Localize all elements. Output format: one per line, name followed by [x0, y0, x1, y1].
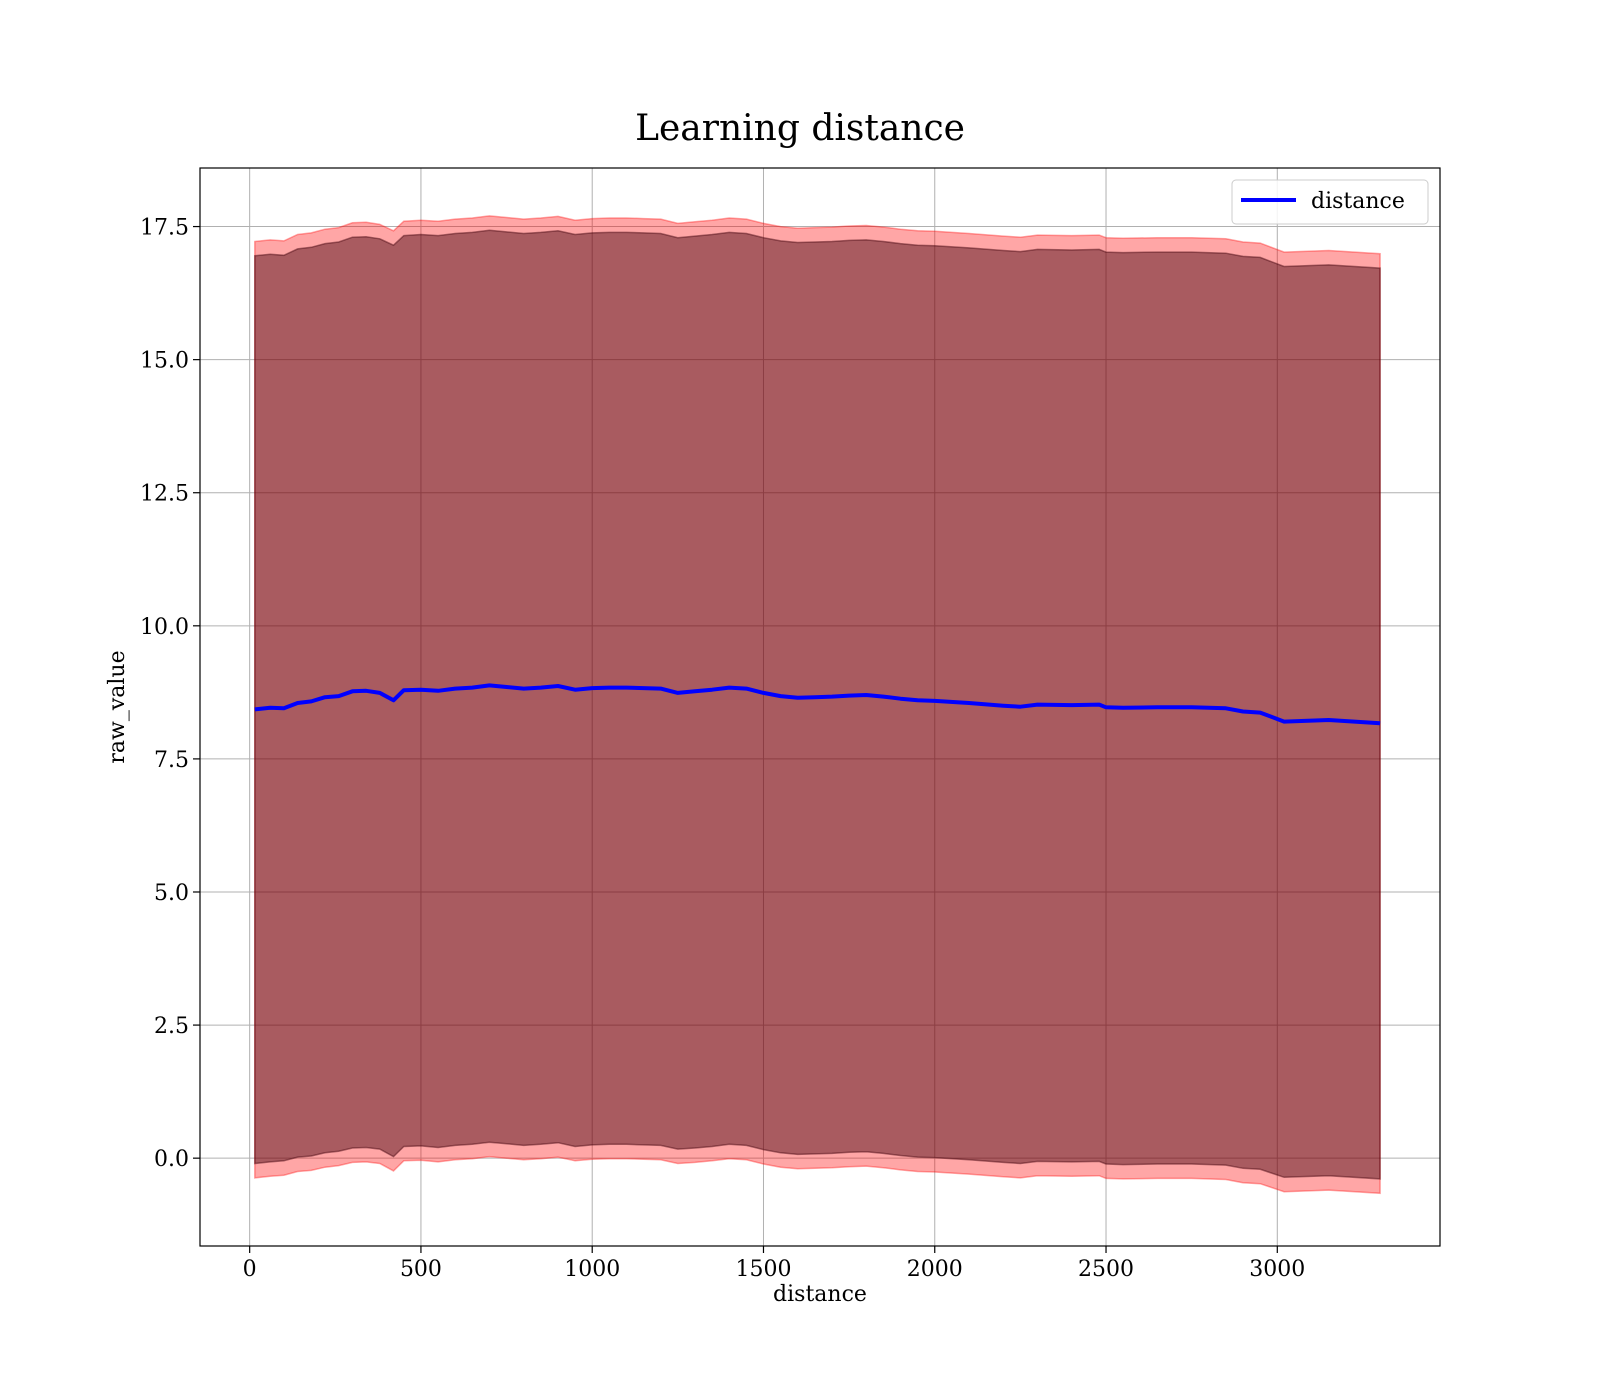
y-tick-label: 0.0 [154, 1147, 189, 1172]
legend-label-distance: distance [1311, 189, 1405, 214]
gridlines [200, 168, 1440, 1246]
y-tick-label: 7.5 [154, 748, 189, 773]
series-line-distance [254, 683, 1381, 726]
x-tick-label: 2500 [1078, 1257, 1134, 1282]
y-tick-label: 2.5 [154, 1014, 189, 1039]
x-axis-ticks: 0 500 1000 1500 2000 2500 3000 [243, 1246, 1305, 1282]
y-tick-label: 15.0 [140, 349, 189, 374]
x-tick-label: 0 [243, 1257, 257, 1282]
x-tick-label: 3000 [1249, 1257, 1305, 1282]
legend-box [1231, 179, 1429, 225]
x-axis-label: distance [773, 1282, 867, 1307]
confidence-band-0 [254, 215, 1381, 1195]
x-tick-label: 1500 [735, 1257, 791, 1282]
band-areas [254, 215, 1381, 1195]
y-tick-label: 5.0 [154, 881, 189, 906]
legend: distance [1231, 179, 1429, 225]
plot-area-frame [199, 167, 1441, 1247]
x-tick-label: 2000 [907, 1257, 963, 1282]
x-tick-label: 1000 [564, 1257, 620, 1282]
chart-title: Learning distance [635, 108, 965, 149]
y-tick-label: 17.5 [140, 216, 189, 241]
y-tick-label: 12.5 [140, 482, 189, 507]
x-tick-label: 500 [400, 1257, 442, 1282]
series-lines [254, 683, 1381, 726]
y-tick-label: 10.0 [140, 615, 189, 640]
confidence-band-1 [254, 229, 1381, 1180]
y-axis-ticks: 0.0 2.5 5.0 7.5 10.0 12.5 15.0 17.5 [140, 216, 200, 1172]
y-axis-label: raw_value [105, 650, 130, 763]
